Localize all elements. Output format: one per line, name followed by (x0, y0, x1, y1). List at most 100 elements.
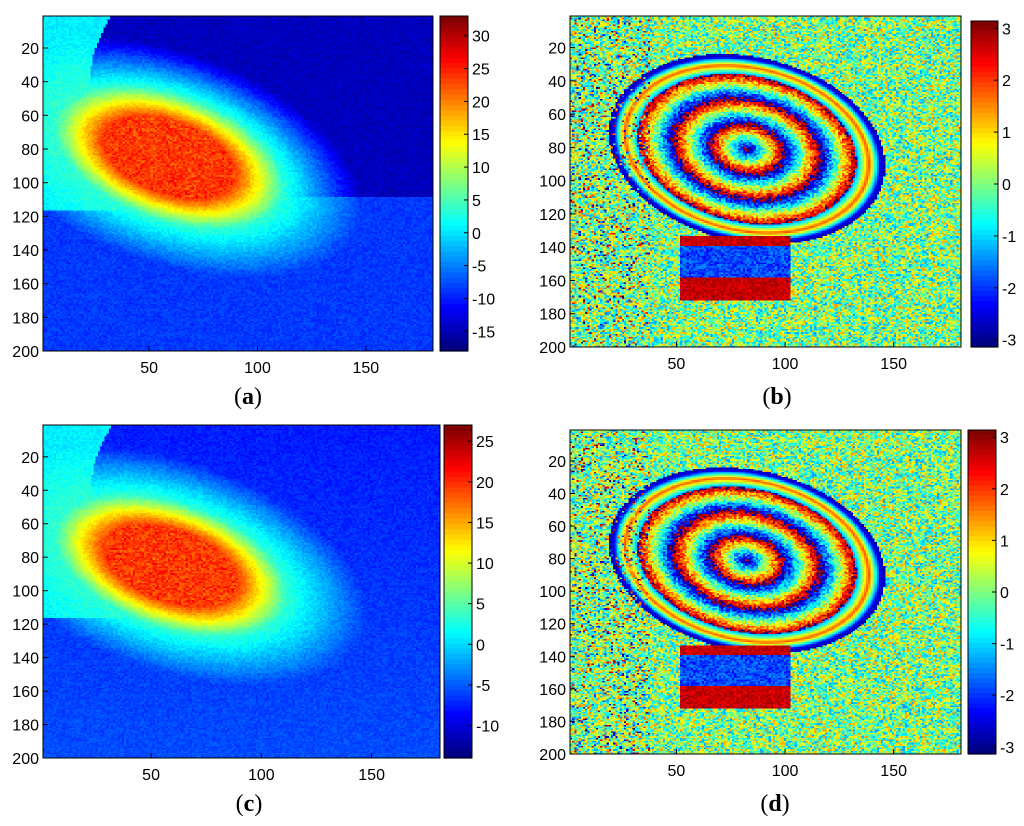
colorbar-segment (971, 316, 998, 323)
colorbar-segment (444, 523, 472, 530)
colorbar-segment (444, 518, 472, 525)
colorbar-segment (440, 131, 468, 137)
colorbar-segment (968, 551, 996, 558)
colorbar-segment (971, 97, 998, 104)
colorbar-segment (971, 184, 998, 190)
colorbar-tick-label: -15 (472, 324, 495, 341)
colorbar-segment (444, 497, 472, 504)
colorbar-segment (440, 324, 468, 331)
colorbar-segment (440, 157, 468, 164)
colorbar-segment (444, 737, 472, 743)
colorbar-segment (971, 255, 998, 262)
colorbar-tick-label: -10 (472, 291, 495, 308)
colorbar-segment (968, 647, 996, 654)
colorbar-segment (968, 581, 996, 588)
colorbar-tick-label: 0 (1000, 585, 1009, 602)
colorbar-segment (440, 31, 468, 38)
y-tick-label: 200 (12, 751, 39, 768)
y-tick-label: 160 (539, 273, 566, 290)
colorbar-segment (444, 492, 472, 499)
colorbar-segment (968, 713, 996, 720)
colorbar-segment (444, 560, 472, 567)
colorbar-segment (440, 193, 468, 200)
colorbar-segment (440, 272, 468, 279)
colorbar-segment (440, 68, 468, 75)
colorbar-segment (971, 26, 998, 32)
colorbar-segment (444, 695, 472, 702)
y-tick-label: 80 (21, 142, 39, 159)
colorbar-segment (440, 78, 468, 85)
colorbar-tick-label: 3 (1000, 430, 1009, 447)
y-tick-label: 200 (12, 344, 39, 361)
colorbar-segment (444, 544, 472, 551)
colorbar-segment (968, 743, 996, 750)
colorbar-segment (971, 56, 998, 63)
y-tick-label: 160 (539, 682, 566, 699)
colorbar-segment (440, 319, 468, 326)
colorbar-tick-label: 15 (472, 127, 490, 144)
colorbar-tick-label: -5 (472, 259, 486, 276)
y-tick-label: 40 (21, 75, 39, 92)
colorbar-segment (444, 508, 472, 515)
panel-c: 50 100 15020406080100120140160180200252015… (12, 424, 499, 817)
plot-frame (569, 429, 962, 755)
x-tick-label: 50 (668, 763, 686, 780)
y-tick-label: 60 (548, 107, 566, 124)
y-tick-label: 20 (21, 41, 39, 58)
colorbar-tick-label: -1 (1002, 229, 1016, 246)
colorbar-segment (968, 505, 996, 512)
colorbar-segment (968, 652, 996, 659)
x-tick-label: 150 (352, 360, 379, 377)
colorbar-segment (968, 708, 996, 715)
plot-frame (42, 15, 434, 352)
colorbar-segment (968, 566, 996, 573)
colorbar-segment (968, 521, 996, 527)
colorbar-tick-label: 0 (1002, 177, 1011, 194)
colorbar-segment (444, 742, 472, 749)
y-tick-label: 180 (539, 307, 566, 324)
colorbar-segment (971, 285, 998, 292)
x-tick-label: 50 (142, 767, 160, 784)
colorbar-segment (971, 92, 998, 99)
colorbar-segment (444, 466, 472, 473)
colorbar-segment (440, 330, 468, 336)
y-tick-label: 60 (548, 519, 566, 536)
colorbar-segment (971, 341, 998, 348)
colorbar-segment (968, 495, 996, 502)
colorbar-segment (971, 199, 998, 205)
colorbar-segment (440, 152, 468, 158)
colorbar-segment (971, 214, 998, 221)
x-tick-label: 150 (880, 356, 907, 373)
colorbar-segment (440, 115, 468, 122)
colorbar-segment (971, 280, 998, 287)
colorbar-segment (971, 204, 998, 211)
y-tick-label: 40 (548, 486, 566, 503)
colorbar-tick-label: -1 (1000, 637, 1014, 654)
colorbar-segment (444, 716, 472, 723)
colorbar-segment (968, 500, 996, 507)
colorbar-segment (440, 42, 468, 49)
colorbar-tick-label: 2 (1000, 482, 1009, 499)
colorbar-segment (444, 643, 472, 650)
y-tick-label: 180 (12, 718, 39, 735)
colorbar-segment (968, 450, 996, 456)
y-tick-label: 80 (548, 552, 566, 569)
colorbar-segment (440, 84, 468, 90)
colorbar-tick-label: 3 (1002, 21, 1011, 38)
colorbar-segment (971, 224, 998, 231)
colorbar-segment (968, 657, 996, 664)
y-tick-label: 160 (12, 277, 39, 294)
colorbar-segment (440, 183, 468, 190)
colorbar-segment (971, 21, 998, 27)
colorbar-segment (968, 703, 996, 710)
colorbar-segment (971, 326, 998, 333)
colorbar-tick-label: 30 (472, 29, 490, 46)
panel-a: 50 100 15020406080100120140160180200302520… (12, 15, 495, 410)
panel-d: 50 100 150 20 40 60 80 100 120 140 160 180 200 3 2 1 0 -1… (539, 429, 1014, 817)
colorbar-segment (444, 700, 472, 707)
colorbar-segment (968, 511, 996, 517)
colorbar-segment (444, 534, 472, 541)
colorbar-tick-label: -10 (476, 719, 499, 736)
colorbar-segment (971, 71, 998, 78)
colorbar-segment (971, 41, 998, 48)
